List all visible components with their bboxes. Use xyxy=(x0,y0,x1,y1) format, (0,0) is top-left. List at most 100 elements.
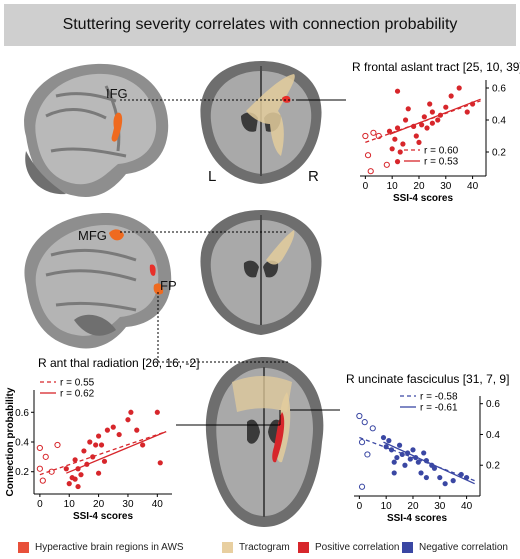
data-point-open xyxy=(358,483,366,490)
data-point-filled xyxy=(411,123,417,129)
data-point-filled xyxy=(442,481,448,487)
y-tick-label: 0.2 xyxy=(15,467,29,478)
x-tick-label: 30 xyxy=(434,501,446,512)
data-point-filled xyxy=(104,427,111,433)
data-point-filled xyxy=(421,114,427,120)
data-point-filled xyxy=(397,149,403,155)
data-point-filled xyxy=(98,442,105,448)
legend-label-hyperactive: Hyperactive brain regions in AWS xyxy=(35,542,184,553)
coronal-brain-top: L R xyxy=(200,61,322,185)
data-point-filled xyxy=(157,460,163,466)
x-axis-label: SSI-4 scores xyxy=(387,513,447,524)
legend-item-negative: Negative correlation xyxy=(402,542,508,553)
sagittal-brain-top: IFG xyxy=(24,63,169,197)
data-point-filled xyxy=(400,141,406,147)
legend-label: r = -0.58 xyxy=(420,392,458,403)
y-tick-label: 0.4 xyxy=(492,116,506,127)
data-point-filled xyxy=(380,434,387,441)
data-point-filled xyxy=(402,117,409,123)
data-point-filled xyxy=(458,471,464,478)
left-label: L xyxy=(208,168,216,185)
ifg-label: IFG xyxy=(106,86,128,101)
data-point-filled xyxy=(87,439,93,445)
data-point-filled xyxy=(448,93,454,99)
data-point-open xyxy=(367,168,374,175)
data-point-filled xyxy=(386,128,393,134)
data-point-filled xyxy=(394,125,401,131)
data-point-filled xyxy=(81,448,87,454)
legend-label: r = 0.60 xyxy=(424,146,459,157)
fit-line-solid xyxy=(383,441,475,485)
data-point-filled xyxy=(413,133,419,139)
data-point-filled xyxy=(391,470,397,476)
legend-label: r = -0.61 xyxy=(420,403,458,414)
sagittal-brain-middle: MFG FP xyxy=(24,213,177,349)
data-point-filled xyxy=(72,476,78,482)
data-point-filled xyxy=(134,427,140,433)
data-point-filled xyxy=(396,442,403,448)
x-tick-label: 40 xyxy=(152,499,164,510)
legend-label-positive: Positive correlation xyxy=(315,542,400,553)
data-point-filled xyxy=(410,447,416,453)
data-point-filled xyxy=(90,454,96,460)
legend-swatch-tractogram xyxy=(222,542,233,553)
figure-legend: Hyperactive brain regions in AWS Tractog… xyxy=(0,538,520,558)
data-point-filled xyxy=(443,104,449,110)
data-point-filled xyxy=(116,431,122,438)
x-tick-label: 0 xyxy=(357,501,363,512)
scatter-frontal-aslant: 0 10 20 30 40 0.2 0.4 0.6 r = 0.60r = 0.53 SSI-4 … xyxy=(346,76,518,211)
data-point-filled xyxy=(469,101,476,107)
data-point-filled xyxy=(388,447,395,453)
x-tick-label: 10 xyxy=(387,181,399,192)
data-point-open xyxy=(48,468,55,475)
right-label: R xyxy=(308,168,319,185)
x-axis-label: SSI-4 scores xyxy=(393,193,453,204)
data-point-filled xyxy=(95,470,102,476)
data-point-open xyxy=(36,444,43,452)
data-point-filled xyxy=(101,458,108,464)
data-point-filled xyxy=(413,454,419,461)
data-point-filled xyxy=(389,146,395,152)
x-tick-label: 10 xyxy=(381,501,393,512)
data-point-filled xyxy=(394,88,401,94)
data-point-filled xyxy=(78,472,84,478)
data-point-filled xyxy=(405,106,411,112)
scatter-uncinate: 0 10 20 30 40 0.2 0.4 0.6 r = -0.58r = -0.61 SSI-… xyxy=(340,388,516,534)
scatter-ant-thal-radiation: 0 10 20 30 40 0.2 0.4 0.6 r = 0.55r = 0.62 SSI-4 … xyxy=(4,372,176,534)
plot-3-title: R uncinate fasciculus [31, 7, 9] xyxy=(346,372,510,386)
data-point-filled xyxy=(402,462,408,468)
y-tick-label: 0.6 xyxy=(492,84,506,95)
data-point-filled xyxy=(416,139,422,145)
data-point-filled xyxy=(424,125,430,131)
data-point-filled xyxy=(427,101,433,107)
data-point-open xyxy=(36,465,43,472)
data-point-filled xyxy=(394,454,400,461)
plot-1-title: R frontal aslant tract [25, 10, 39] xyxy=(352,60,520,74)
data-point-filled xyxy=(110,424,116,430)
x-tick-label: 20 xyxy=(93,499,105,510)
x-tick-label: 0 xyxy=(363,181,369,192)
axial-brain-bottom xyxy=(205,357,324,527)
data-point-open xyxy=(375,132,382,140)
figure-title: Stuttering severity correlates with conn… xyxy=(4,4,516,46)
data-point-open xyxy=(369,425,376,432)
data-point-filled xyxy=(383,444,389,450)
data-point-filled xyxy=(429,109,435,115)
data-point-open xyxy=(356,412,363,420)
x-tick-label: 20 xyxy=(413,181,425,192)
data-point-filled xyxy=(84,461,90,467)
x-tick-label: 0 xyxy=(37,499,43,510)
data-point-open xyxy=(361,419,368,426)
y-tick-label: 0.2 xyxy=(492,148,506,159)
data-point-open xyxy=(54,441,61,449)
data-point-filled xyxy=(75,466,81,472)
legend-swatch-positive xyxy=(298,542,309,553)
data-point-open xyxy=(383,161,390,168)
legend-label: r = 0.53 xyxy=(424,157,459,168)
data-point-open xyxy=(358,439,366,446)
data-point-filled xyxy=(423,474,429,481)
legend-item-tractogram: Tractogram xyxy=(222,542,290,553)
x-tick-label: 40 xyxy=(461,501,473,512)
y-tick-label: 0.4 xyxy=(486,430,500,441)
